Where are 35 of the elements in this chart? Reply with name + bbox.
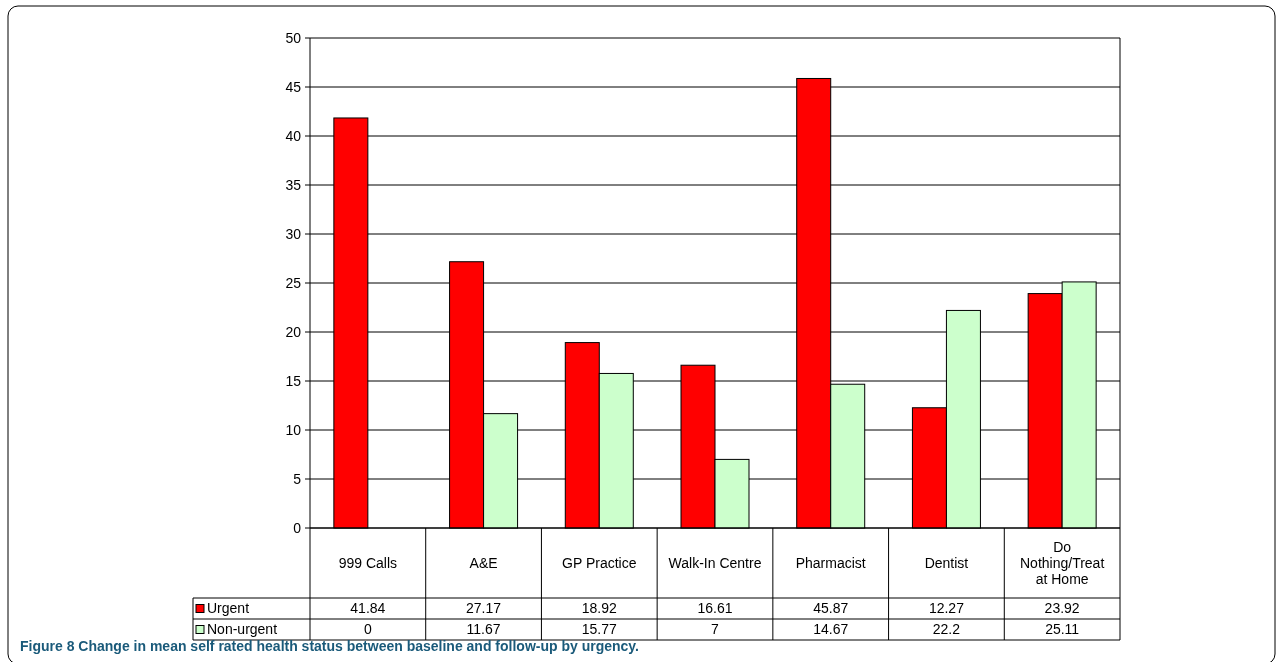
data-label: 27.17	[466, 600, 502, 617]
data-label: 16.61	[697, 600, 733, 617]
x-tick-label: Walk-In Centre	[668, 554, 762, 571]
data-label: 7	[711, 621, 720, 638]
y-tick-label: 10	[285, 421, 302, 438]
y-tick-label: 25	[285, 274, 302, 291]
y-tick-label: 35	[285, 176, 302, 193]
data-label: 41.84	[350, 600, 386, 617]
y-tick-label: 50	[285, 29, 302, 46]
x-tick-label: Dentist	[924, 554, 969, 571]
y-tick-label: 45	[285, 78, 302, 95]
y-tick-label: 40	[285, 127, 302, 144]
x-tick-label: Do Nothing/Treat at Home	[1019, 538, 1105, 587]
data-label: 11.67	[466, 621, 501, 638]
data-label: 12.27	[928, 600, 965, 617]
caption: Figure 8 Change in mean self rated health status between baseline and follow-up by urgency.	[20, 638, 639, 654]
x-tick-label: GP Practice	[562, 554, 637, 571]
y-tick-label: 30	[285, 225, 302, 242]
data-label: 45.87	[813, 600, 849, 617]
data-label: 18.92	[581, 600, 618, 617]
y-tick-label: 5	[293, 470, 302, 487]
legend-label: Non-urgent	[207, 621, 278, 638]
data-label: 0	[363, 621, 372, 638]
data-label: 22.2	[932, 621, 961, 638]
y-tick-label: 0	[293, 519, 302, 536]
x-tick-label: A&E	[469, 554, 498, 571]
y-tick-label: 15	[285, 372, 302, 389]
legend-label: Urgent	[207, 600, 250, 617]
y-tick-label: 20	[285, 323, 302, 340]
data-label: 25.11	[1045, 621, 1080, 638]
x-tick-label: Pharmacist	[795, 554, 866, 571]
data-label: 15.77	[581, 621, 618, 638]
x-tick-label: 999 Calls	[338, 554, 398, 571]
data-label: 23.92	[1044, 600, 1080, 617]
data-label: 14.67	[813, 621, 849, 638]
